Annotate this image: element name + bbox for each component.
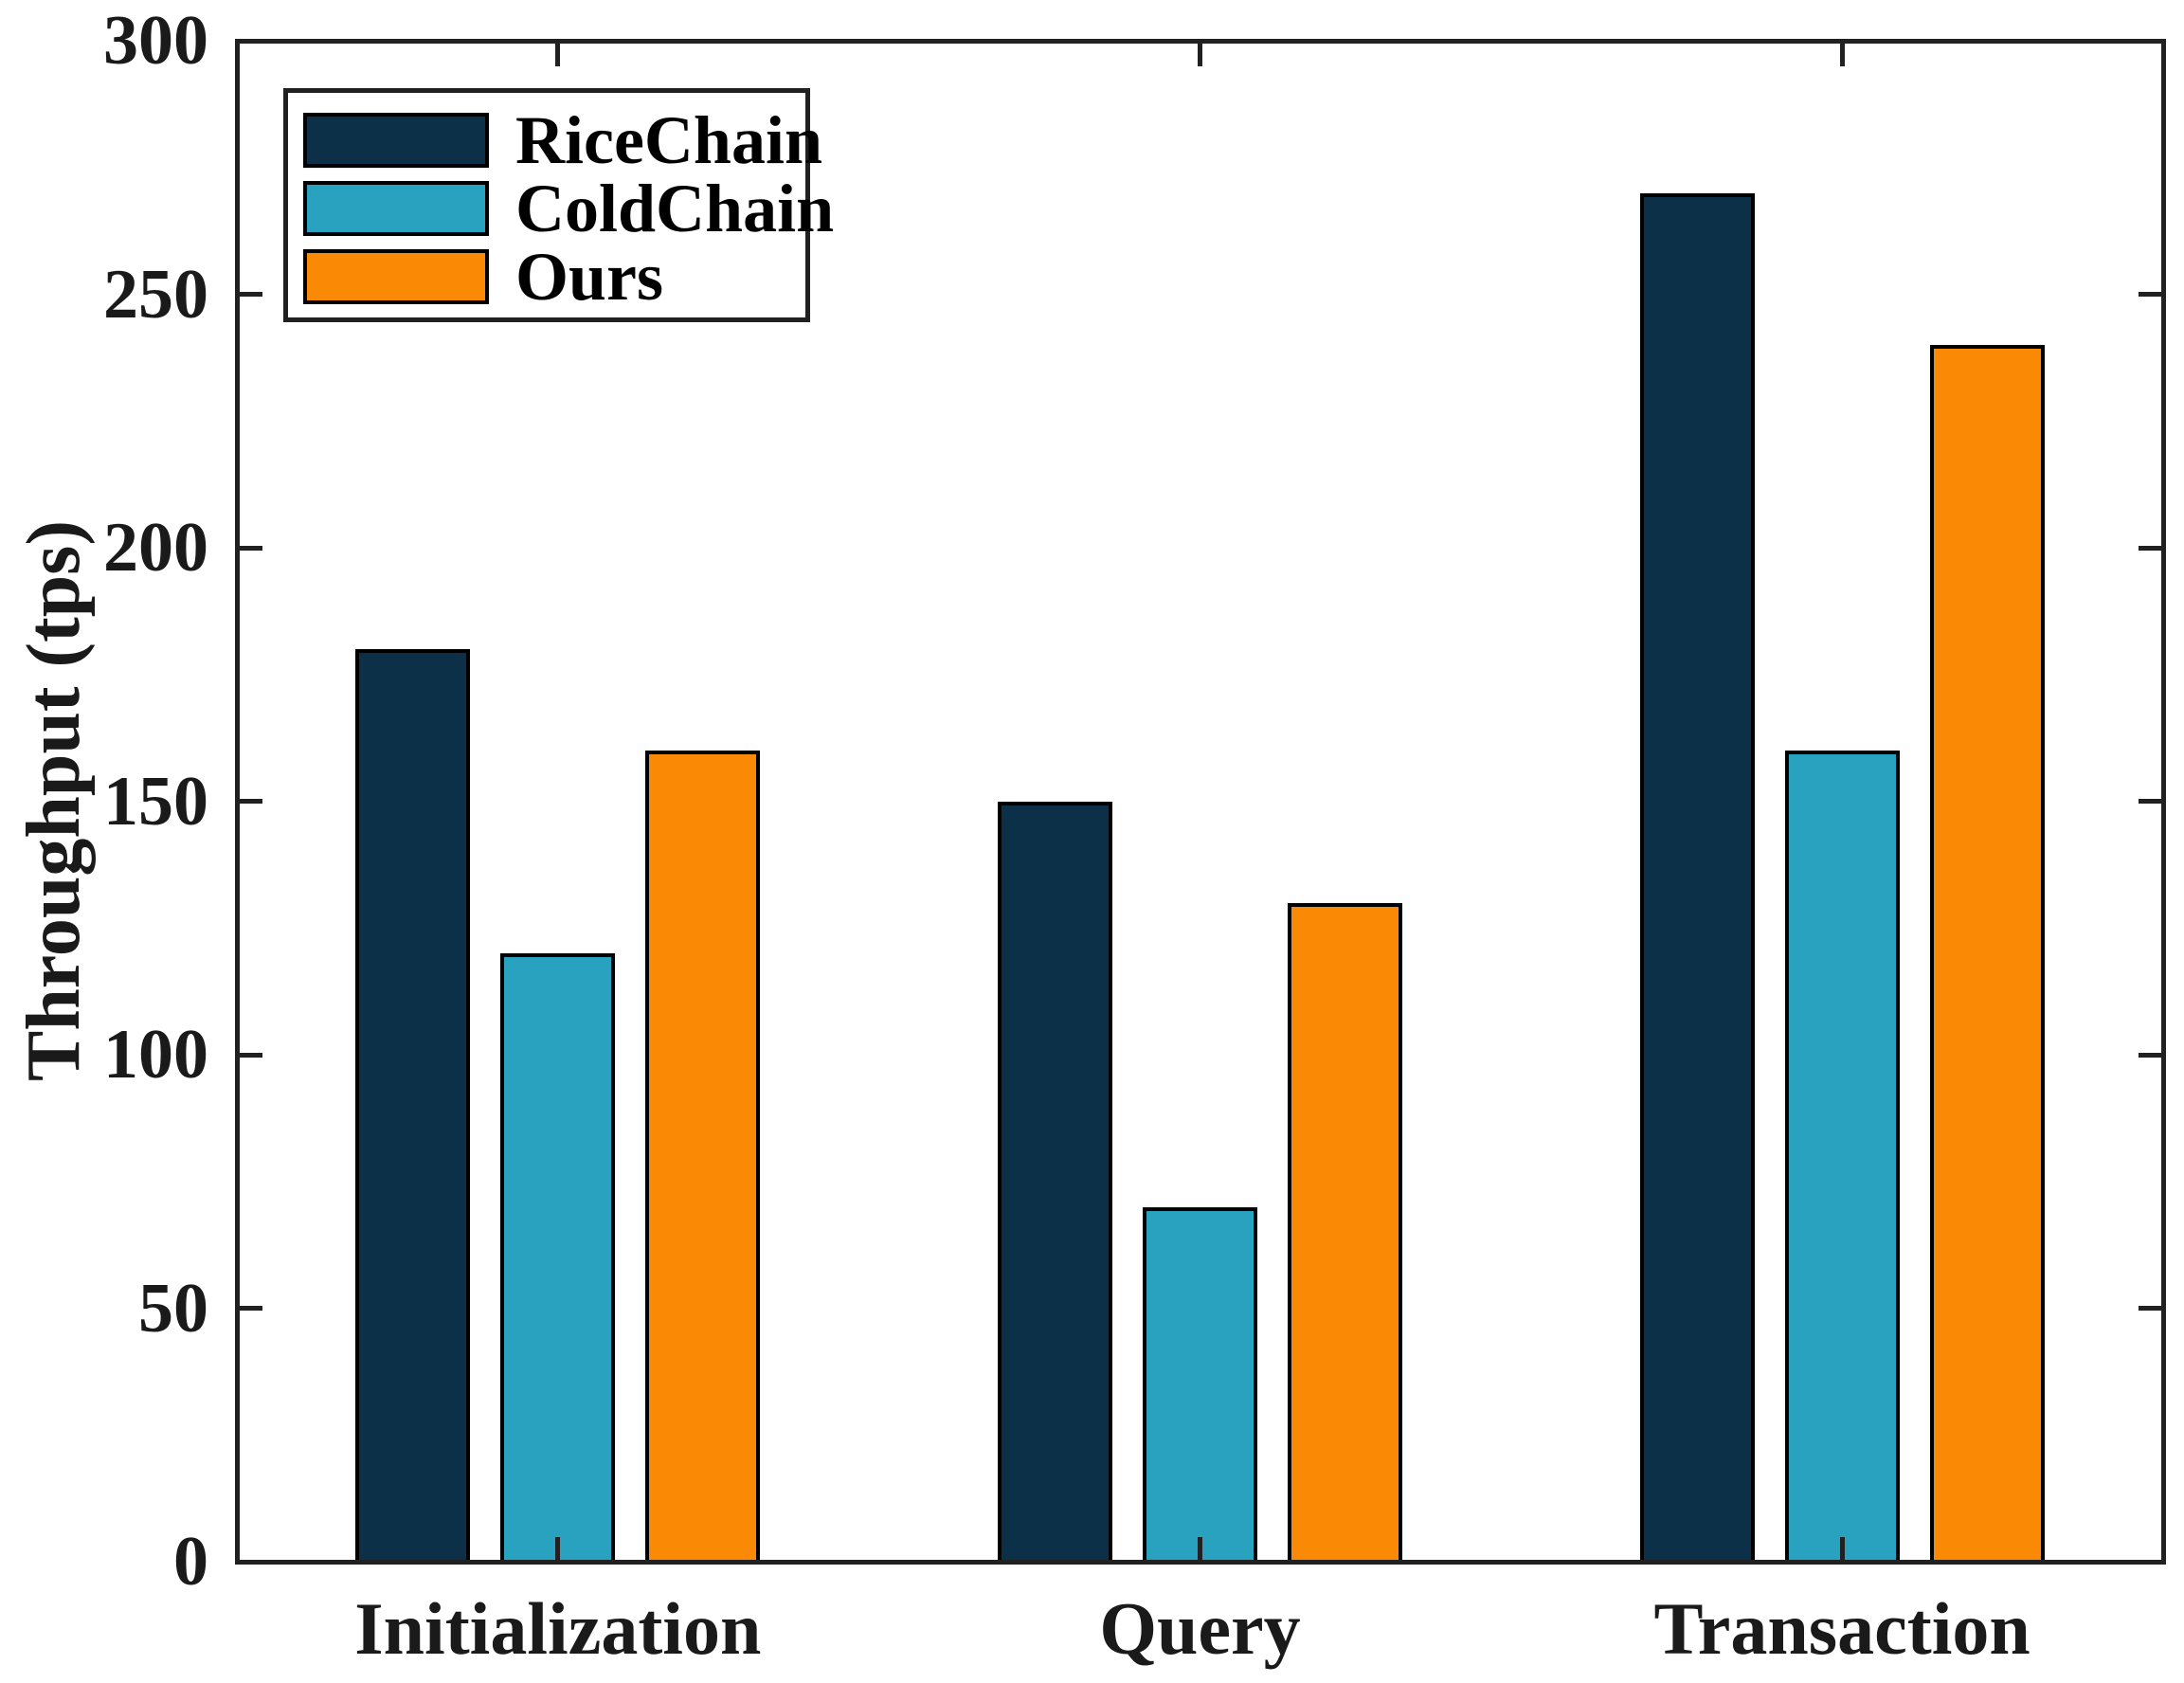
y-tick-left: [239, 1559, 262, 1565]
y-tick-label: 300: [103, 2, 208, 80]
x-tick-top: [555, 43, 561, 66]
y-tick-left: [239, 545, 262, 551]
legend-swatch-ricechain: [303, 113, 489, 168]
y-tick-right: [2138, 545, 2161, 551]
y-tick-left: [239, 292, 262, 297]
y-tick-label: 150: [103, 762, 208, 841]
y-tick-right: [2138, 1559, 2161, 1565]
legend-swatch-ours: [303, 249, 489, 304]
legend-label-ricechain: RiceChain: [515, 102, 822, 178]
x-tick-label-query: Query: [1099, 1587, 1301, 1670]
legend-row: Ours: [303, 243, 796, 311]
y-tick-label: 50: [138, 1269, 208, 1348]
x-tick-label-transaction: Transaction: [1653, 1587, 2031, 1670]
y-tick-right: [2138, 1306, 2161, 1311]
y-tick-label: 100: [103, 1016, 208, 1094]
legend-row: RiceChain: [303, 106, 822, 174]
x-tick-top: [1198, 43, 1202, 66]
bar-ours-transaction: [1929, 345, 2045, 1565]
x-tick-bottom: [555, 1536, 561, 1560]
bar-ours-initialization: [645, 751, 761, 1565]
x-tick-top: [1839, 43, 1845, 66]
y-tick-right: [2138, 38, 2161, 44]
bar-coldchain-transaction: [1784, 751, 1900, 1565]
x-tick-label-initialization: Initialization: [354, 1587, 762, 1670]
y-tick-right: [2138, 292, 2161, 297]
y-tick-left: [239, 799, 262, 804]
y-tick-label: 250: [103, 255, 208, 334]
y-tick-left: [239, 38, 262, 44]
bar-ours-query: [1288, 902, 1402, 1565]
legend-label-coldchain: ColdChain: [515, 171, 835, 246]
y-tick-label: 0: [173, 1523, 208, 1601]
legend-row: ColdChain: [303, 174, 834, 243]
bar-coldchain-initialization: [500, 953, 616, 1565]
y-tick-right: [2138, 799, 2161, 804]
legend-swatch-coldchain: [303, 181, 489, 236]
bar-ricechain-query: [998, 801, 1112, 1565]
y-tick-label: 200: [103, 509, 208, 587]
x-tick-bottom: [1839, 1536, 1845, 1560]
legend: RiceChain ColdChain Ours: [283, 88, 834, 322]
y-tick-left: [239, 1306, 262, 1311]
y-tick-left: [239, 1052, 262, 1058]
bar-ricechain-initialization: [355, 649, 471, 1565]
x-tick-bottom: [1198, 1536, 1202, 1560]
bar-ricechain-transaction: [1639, 192, 1755, 1565]
legend-label-ours: Ours: [515, 239, 664, 315]
bar-coldchain-query: [1143, 1206, 1257, 1565]
y-tick-right: [2138, 1052, 2161, 1058]
